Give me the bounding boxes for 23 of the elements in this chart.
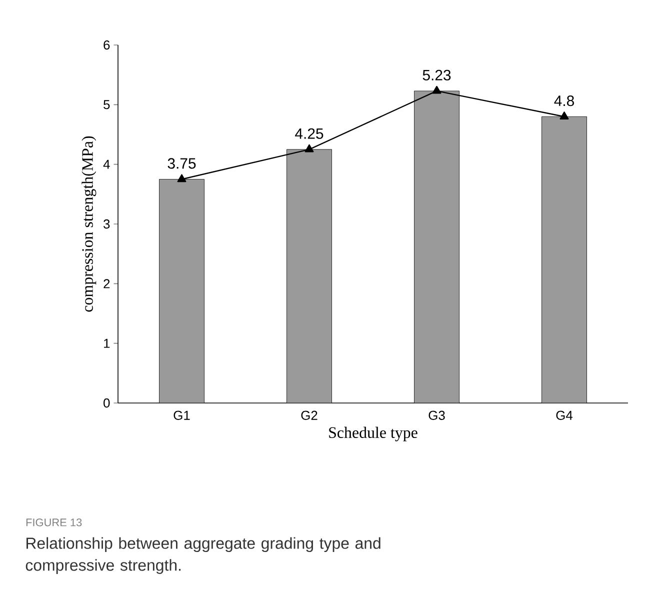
point [432, 86, 442, 94]
x-tick-label: G2 [301, 410, 318, 420]
data-label: 4.8 [554, 95, 574, 106]
text: Relationship between aggregate grading type and compressive strength. [26, 537, 380, 574]
point [304, 144, 314, 152]
caption: FIGURE 13 [26, 518, 82, 526]
y-tick-label: 5 [104, 100, 110, 110]
y-tick-label: 4 [103, 160, 110, 169]
y-tick-label: 6 [104, 40, 110, 50]
x-tick-label: G1 [174, 410, 190, 420]
y-tick-label: 2 [104, 279, 110, 288]
x-axis-title: Schedule type [329, 426, 418, 442]
y-tick-label: 0 [104, 398, 110, 408]
x-tick-label: G4 [556, 410, 573, 420]
point [177, 174, 186, 182]
y-tick-label: 1 [104, 338, 110, 348]
data-label: 3.75 [168, 158, 196, 169]
point [560, 112, 569, 120]
y-tick-label: 3 [104, 219, 110, 229]
y-axis-title: compression strength(MPa) [82, 136, 96, 312]
x-tick-label: G3 [428, 410, 445, 420]
data-label: 4.25 [295, 128, 324, 139]
data-label: 5.23 [422, 70, 451, 80]
